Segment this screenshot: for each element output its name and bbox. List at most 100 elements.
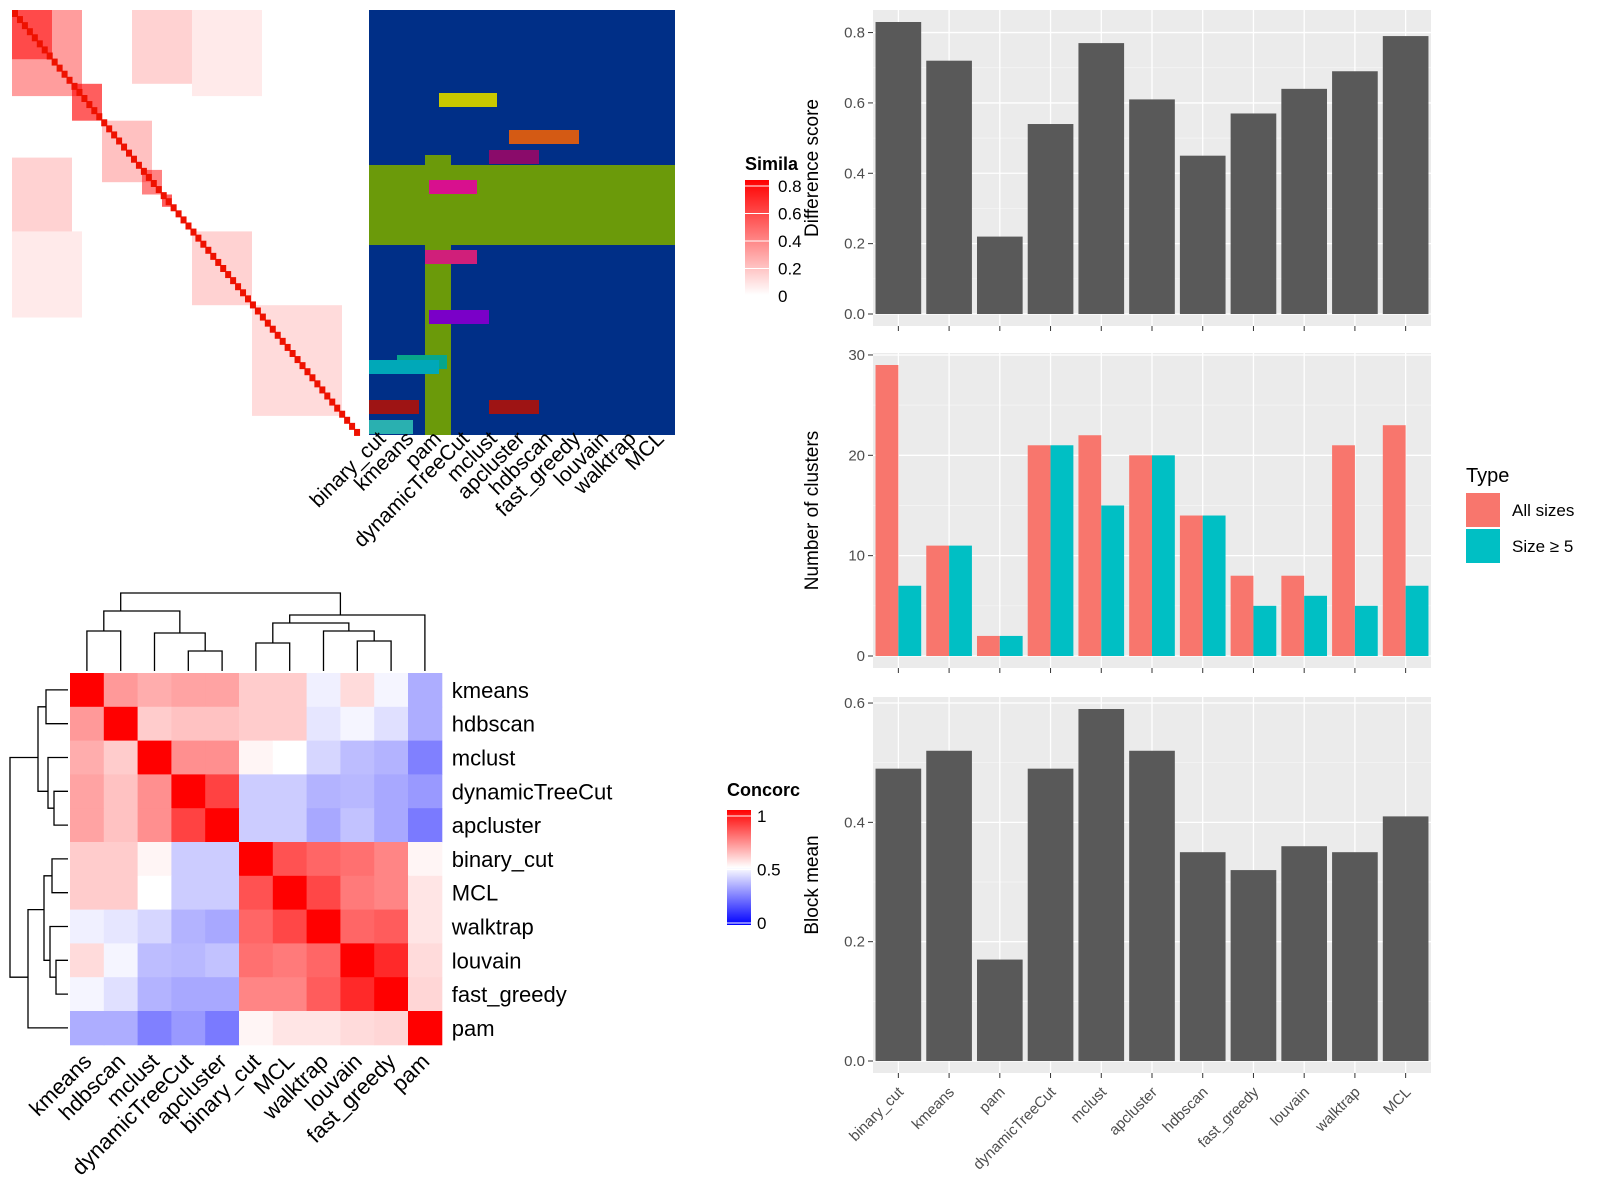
similarity-diagonal-cell <box>324 392 331 400</box>
concordance-col-labels: kmeanshdbscanmclustdynamicTreeCutapclust… <box>24 1049 434 1180</box>
concordance-cell <box>205 842 240 877</box>
concordance-cell <box>272 842 308 877</box>
concordance-cell <box>171 1011 206 1046</box>
bar <box>1281 575 1305 656</box>
concordance-cell <box>306 673 341 708</box>
concordance-row-label: dynamicTreeCut <box>452 779 613 804</box>
concordance-cell <box>408 842 443 877</box>
similarity-diagonal-cell <box>66 76 73 84</box>
concordance-cell <box>103 842 139 877</box>
concordance-cell <box>272 673 308 708</box>
concordance-cell <box>171 842 206 877</box>
similarity-diagonal-cell <box>170 204 177 212</box>
concordance-cell <box>408 909 443 944</box>
dendrogram-branch <box>27 908 68 1029</box>
concordance-cell <box>70 673 105 708</box>
similarity-block <box>132 10 192 84</box>
concordance-cell <box>408 977 443 1012</box>
similarity-legend-tick-label: 0.4 <box>778 232 802 251</box>
concordance-row-label: louvain <box>452 948 522 973</box>
x-category-label: louvain <box>1267 1084 1313 1130</box>
concordance-cell <box>306 909 341 944</box>
bar <box>875 22 922 314</box>
concordance-cell <box>103 875 139 911</box>
concordance-cell <box>103 977 139 1012</box>
concordance-heatmap <box>70 673 443 1046</box>
concordance-cell <box>137 706 172 742</box>
x-category-label: mclust <box>1067 1083 1110 1126</box>
dendrogram-branch <box>47 756 68 809</box>
concordance-cell <box>239 875 274 911</box>
concordance-cell <box>374 909 409 944</box>
concordance-row-label: kmeans <box>452 678 529 703</box>
concordance-cell <box>103 774 139 809</box>
concordance-cell <box>272 774 308 809</box>
dendrogram-branch <box>272 622 350 643</box>
concordance-cell <box>408 740 443 775</box>
dendrogram-branch <box>9 756 38 978</box>
concordance-cell <box>205 740 240 775</box>
row-dendrogram <box>9 689 68 1029</box>
concordance-cell <box>239 842 274 877</box>
similarity-diagonal-cell <box>175 210 182 218</box>
type-legend-label: All sizes <box>1512 501 1574 520</box>
bar <box>976 236 1023 314</box>
similarity-block <box>12 231 82 318</box>
concordance-cell <box>239 808 274 843</box>
y-axis-title: Block mean <box>802 835 823 934</box>
concordance-cell <box>340 1011 375 1046</box>
bar <box>1050 445 1074 656</box>
similarity-diagonal-cell <box>135 161 142 169</box>
bar <box>1078 709 1125 1061</box>
bar <box>875 768 922 1061</box>
concordance-cell <box>70 1011 105 1046</box>
concordance-cell <box>408 774 443 809</box>
similarity-diagonal-cell <box>299 362 306 370</box>
concordance-cell <box>340 808 375 843</box>
y-tick-label: 0.2 <box>844 236 865 253</box>
x-category-label: MCL <box>1380 1084 1414 1118</box>
bar <box>1332 71 1378 314</box>
cluster-method-labels: binary_cutkmeanspamdynamicTreeCutmclusta… <box>306 427 669 552</box>
concordance-cell <box>205 706 240 742</box>
similarity-diagonal-cell <box>185 222 192 230</box>
similarity-diagonal-cell <box>210 252 217 260</box>
concordance-legend-tick-label: 0.5 <box>757 861 781 880</box>
bar <box>1101 505 1125 656</box>
similarity-diagonal-cell <box>259 313 266 321</box>
dendrogram-branch <box>51 858 68 894</box>
y-tick-label: 0.6 <box>844 95 865 112</box>
cluster-band <box>369 360 439 374</box>
y-tick-label: 0.8 <box>844 25 865 42</box>
concordance-row-label: hdbscan <box>452 712 535 737</box>
similarity-diagonal-cell <box>31 34 38 42</box>
similarity-diagonal-cell <box>190 228 197 236</box>
concordance-cell <box>306 943 341 978</box>
similarity-diagonal-cell <box>244 295 251 303</box>
similarity-diagonal-cell <box>339 410 346 418</box>
bar <box>1382 816 1429 1061</box>
bar <box>1179 155 1226 314</box>
concordance-cell <box>340 740 375 775</box>
bar <box>1129 455 1152 656</box>
concordance-row-label: binary_cut <box>452 847 554 872</box>
similarity-diagonal-cell <box>56 64 63 72</box>
concordance-cell <box>374 1011 409 1046</box>
bar <box>976 635 1000 656</box>
dendrogram-branch <box>43 875 52 961</box>
difference-score-chart: 0.0 0.2 0.4 0.6 0.8 Difference score <box>802 10 1431 331</box>
similarity-diagonal-cell <box>195 234 202 242</box>
similarity-diagonal-cell <box>284 343 291 351</box>
similarity-diagonal-cell <box>180 216 187 224</box>
concordance-cell <box>103 909 139 944</box>
bar <box>949 545 972 656</box>
concordance-cell <box>408 943 443 978</box>
concordance-cell <box>306 706 341 742</box>
bar <box>1382 425 1406 656</box>
similarity-diagonal-cell <box>319 386 326 394</box>
concordance-cell <box>171 943 206 978</box>
similarity-diagonal-cell <box>215 258 222 266</box>
dendrogram-branch <box>86 630 122 671</box>
similarity-diagonal-cell <box>12 10 18 17</box>
